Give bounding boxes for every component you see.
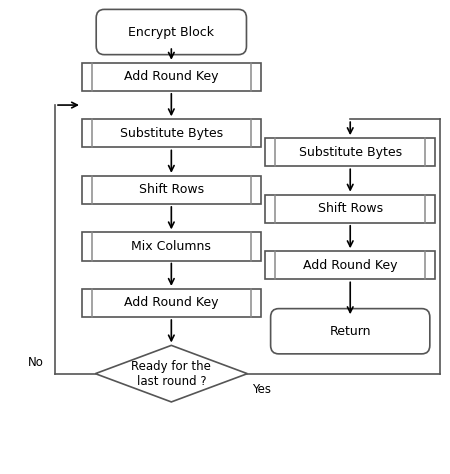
Text: Shift Rows: Shift Rows [139, 183, 204, 196]
Text: No: No [28, 356, 44, 369]
Bar [82, 232, 261, 261]
Text: Mix Columns: Mix Columns [131, 240, 211, 253]
Text: Add Round Key: Add Round Key [124, 70, 219, 83]
Bar [82, 176, 261, 204]
Text: Ready for the
last round ?: Ready for the last round ? [131, 360, 211, 388]
FancyBboxPatch shape [96, 9, 247, 55]
Bar [265, 138, 435, 166]
Bar [82, 63, 261, 91]
Text: Add Round Key: Add Round Key [303, 259, 397, 272]
Bar [265, 195, 435, 223]
Polygon shape [95, 346, 248, 402]
Text: Add Round Key: Add Round Key [124, 296, 219, 310]
FancyBboxPatch shape [270, 309, 430, 354]
Text: Substitute Bytes: Substitute Bytes [120, 127, 223, 140]
Text: Return: Return [329, 325, 371, 338]
Text: Yes: Yes [252, 383, 271, 396]
Text: Substitute Bytes: Substitute Bytes [299, 146, 402, 159]
Text: Encrypt Block: Encrypt Block [128, 26, 214, 38]
Bar [82, 289, 261, 317]
Text: Shift Rows: Shift Rows [318, 202, 383, 215]
Bar [265, 251, 435, 279]
Bar [82, 119, 261, 147]
